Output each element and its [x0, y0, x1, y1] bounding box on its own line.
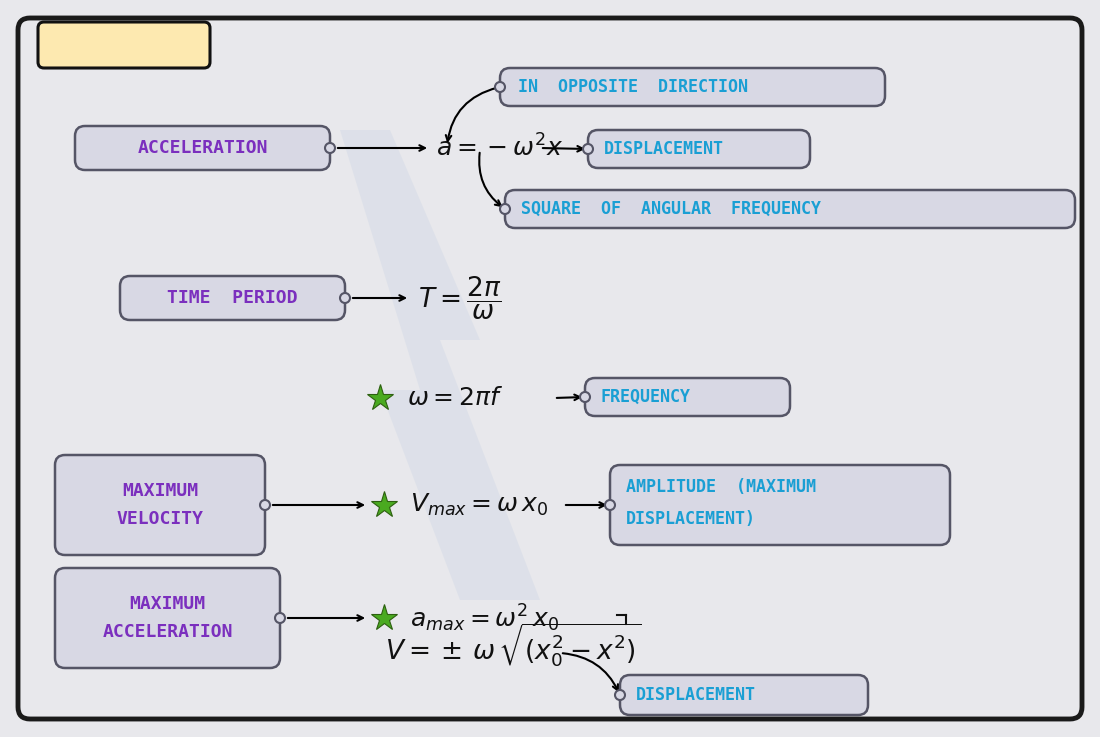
FancyBboxPatch shape [585, 378, 790, 416]
Text: MAXIMUM: MAXIMUM [130, 595, 206, 613]
FancyBboxPatch shape [55, 455, 265, 555]
FancyBboxPatch shape [505, 190, 1075, 228]
Text: MAXIMUM: MAXIMUM [122, 482, 198, 500]
Circle shape [583, 144, 593, 154]
FancyBboxPatch shape [120, 276, 345, 320]
Text: DISPLACEMENT): DISPLACEMENT) [626, 510, 756, 528]
FancyBboxPatch shape [610, 465, 950, 545]
Circle shape [495, 82, 505, 92]
Circle shape [580, 392, 590, 402]
FancyBboxPatch shape [39, 22, 210, 68]
Circle shape [324, 143, 336, 153]
Circle shape [605, 500, 615, 510]
Text: IN  OPPOSITE  DIRECTION: IN OPPOSITE DIRECTION [518, 78, 748, 96]
FancyBboxPatch shape [620, 675, 868, 715]
Text: $V_{max} = \omega\,x_0$: $V_{max} = \omega\,x_0$ [410, 492, 548, 518]
Text: VELOCITY: VELOCITY [117, 510, 204, 528]
Polygon shape [340, 130, 540, 600]
Circle shape [500, 204, 510, 214]
Text: AMPLITUDE  (MAXIMUM: AMPLITUDE (MAXIMUM [626, 478, 816, 496]
Text: $a = -\omega^2 x$: $a = -\omega^2 x$ [436, 134, 563, 161]
Circle shape [340, 293, 350, 303]
Text: ACCELERATION: ACCELERATION [138, 139, 267, 157]
Text: FREQUENCY: FREQUENCY [601, 388, 691, 406]
Text: TIME  PERIOD: TIME PERIOD [167, 289, 298, 307]
Circle shape [260, 500, 270, 510]
Text: $a_{max} = \omega^2\,x_0$: $a_{max} = \omega^2\,x_0$ [410, 602, 560, 634]
Text: $\omega = 2\pi f$: $\omega = 2\pi f$ [407, 386, 504, 410]
FancyBboxPatch shape [55, 568, 280, 668]
Circle shape [615, 690, 625, 700]
Text: DISPLACEMENT: DISPLACEMENT [636, 686, 756, 704]
FancyBboxPatch shape [588, 130, 810, 168]
FancyBboxPatch shape [75, 126, 330, 170]
Circle shape [275, 613, 285, 623]
Text: $T = \dfrac{2\pi}{\omega}$: $T = \dfrac{2\pi}{\omega}$ [418, 274, 502, 321]
Text: ACCELERATION: ACCELERATION [102, 623, 233, 641]
Text: DISPLACEMENT: DISPLACEMENT [604, 140, 724, 158]
Text: SQUARE  OF  ANGULAR  FREQUENCY: SQUARE OF ANGULAR FREQUENCY [521, 200, 821, 218]
FancyBboxPatch shape [500, 68, 886, 106]
Text: GENERAL: GENERAL [69, 35, 178, 55]
Text: $V = \pm\,\omega\,\sqrt{(x_0^2 - x^2)}$: $V = \pm\,\omega\,\sqrt{(x_0^2 - x^2)}$ [385, 621, 641, 669]
